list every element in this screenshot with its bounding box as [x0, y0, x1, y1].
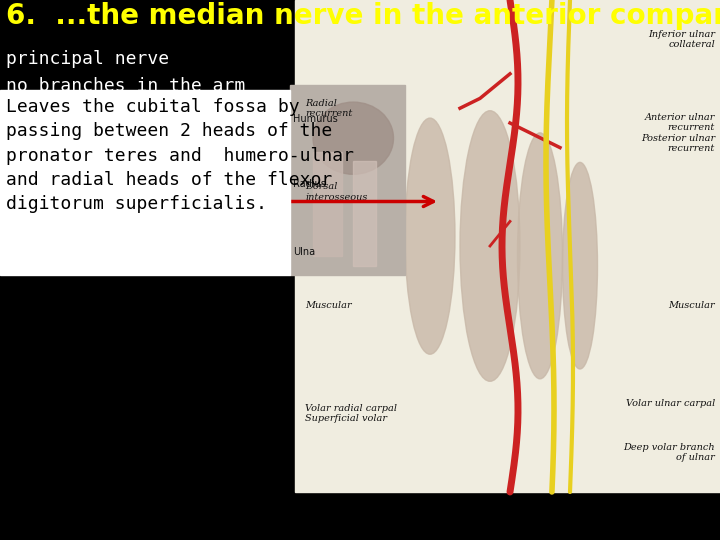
Text: forearm: forearm	[6, 185, 93, 203]
Ellipse shape	[460, 111, 520, 381]
Text: principal nerve: principal nerve	[6, 50, 169, 68]
Text: Dorsal
interosseous: Dorsal interosseous	[305, 182, 367, 201]
Ellipse shape	[313, 102, 394, 174]
Text: Its major branch in the: Its major branch in the	[6, 158, 256, 176]
Text: Humurus: Humurus	[293, 114, 338, 124]
Bar	[0, 90, 290, 275]
Ellipse shape	[405, 118, 455, 354]
Text: Volar radial carpal
Superficial volar: Volar radial carpal Superficial volar	[305, 403, 397, 423]
Text: Radial
recurrent: Radial recurrent	[305, 98, 352, 118]
Text: no branches in the arm: no branches in the arm	[6, 77, 246, 95]
Bar	[313, 152, 342, 256]
Text: the brachial artery.: the brachial artery.	[6, 131, 223, 149]
Text: Anterior ulnar
recurrent
Posterior ulnar
recurrent: Anterior ulnar recurrent Posterior ulnar…	[641, 113, 715, 153]
Text: Muscular: Muscular	[668, 301, 715, 309]
Text: 6.  ...the median nerve in the anterior compartment?: 6. ...the median nerve in the anterior c…	[6, 2, 720, 30]
Text: Inferior ulnar
collateral: Inferior ulnar collateral	[648, 30, 715, 49]
Bar	[354, 161, 377, 266]
Ellipse shape	[518, 133, 562, 379]
Text: Deep volar branch
of ulnar: Deep volar branch of ulnar	[624, 443, 715, 462]
Text: Ulna: Ulna	[293, 247, 315, 257]
Bar	[290, 85, 405, 275]
Text: anterior: anterior	[69, 185, 156, 203]
Text: Muscular: Muscular	[305, 301, 351, 309]
Text: Leaves the cubital fossa by
passing between 2 heads of the
pronator teres and  h: Leaves the cubital fossa by passing betw…	[6, 98, 354, 213]
Text: Radius: Radius	[293, 179, 326, 189]
Bar	[151, 189, 187, 214]
Bar	[295, 0, 720, 492]
Text: other than small twigs to: other than small twigs to	[6, 104, 278, 122]
Ellipse shape	[562, 163, 598, 369]
Text: interosseous nerve: interosseous nerve	[6, 212, 202, 230]
Text: Volar ulnar carpal: Volar ulnar carpal	[626, 399, 715, 408]
